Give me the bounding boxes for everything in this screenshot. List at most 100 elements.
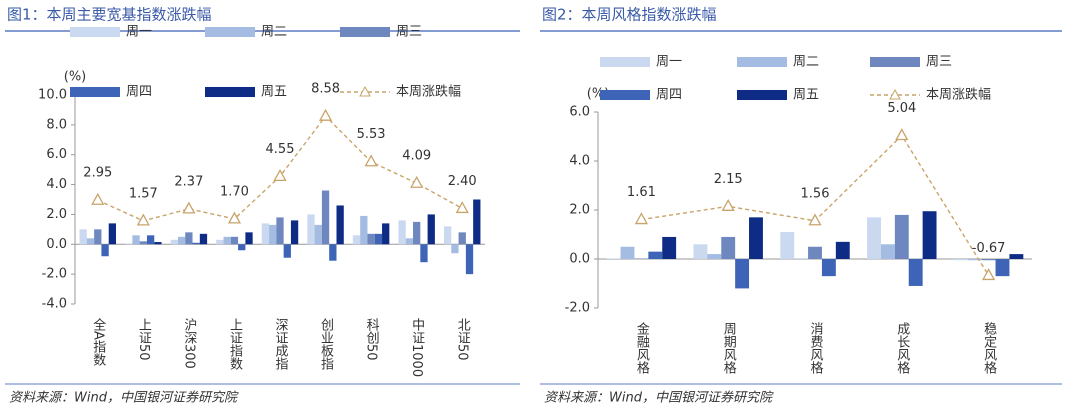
bar [367, 233, 375, 245]
x-tick-label: 沪深300 [181, 317, 197, 368]
bar [967, 259, 982, 261]
chart-title: 图2：本周风格指数涨跌幅 [542, 6, 717, 24]
bar [146, 235, 155, 245]
bar [821, 259, 836, 277]
legend-swatch [889, 88, 901, 100]
legend-swatch [205, 87, 255, 97]
y-tick-label: 2.0 [46, 207, 67, 222]
source: 资料来源：Wind，中国银河证券研究院 [544, 390, 774, 406]
line-marker [634, 212, 648, 225]
legend-label: 周一 [126, 25, 152, 40]
bar [329, 244, 337, 261]
bar [953, 259, 968, 261]
bar [981, 259, 996, 261]
bar [360, 215, 368, 245]
y-tick-label: 4.0 [46, 177, 67, 192]
data-label: 2.37 [174, 174, 203, 189]
legend-label: 周三 [926, 55, 952, 70]
bar [352, 235, 361, 245]
bar [276, 217, 284, 245]
bar [86, 238, 95, 245]
bar [108, 223, 116, 245]
x-tick-label: 成长风格 [894, 322, 910, 374]
bar [223, 236, 231, 245]
y-tick-label: 0.0 [46, 237, 67, 252]
bar [398, 220, 406, 245]
bar [177, 236, 186, 245]
bar [170, 239, 178, 245]
bar [413, 221, 421, 245]
bar [261, 223, 270, 245]
bar [465, 244, 474, 275]
legend-label: 周二 [261, 25, 287, 40]
bar [125, 243, 133, 245]
data-label: 1.70 [220, 184, 249, 199]
bar [922, 211, 937, 259]
line-marker [895, 128, 909, 141]
bar [139, 241, 147, 245]
line-marker [182, 201, 196, 214]
bar [444, 226, 452, 245]
legend-label: 周四 [656, 88, 682, 103]
bar [420, 244, 428, 263]
bar [620, 246, 635, 259]
bar [269, 224, 277, 245]
legend-swatch [70, 27, 120, 37]
legend-swatch [205, 27, 255, 37]
bar [662, 236, 677, 259]
data-label: 8.58 [311, 82, 340, 97]
bar [79, 229, 87, 245]
bar [405, 238, 414, 245]
bar [908, 259, 923, 286]
chart-title: 图1：本周主要宽基指数涨跌幅 [7, 6, 212, 24]
legend-swatch [359, 85, 371, 97]
line-marker [721, 198, 735, 211]
bar [451, 244, 459, 254]
x-tick-label: 上证指数 [227, 318, 243, 370]
source: 资料来源：Wind，中国银河证券研究院 [9, 390, 239, 406]
legend-swatch [870, 57, 920, 67]
data-label: 2.95 [83, 166, 112, 181]
y-tick-label: -2.0 [42, 267, 67, 282]
y-tick-label: 4.0 [569, 154, 590, 169]
y-tick-label: 0.0 [569, 252, 590, 267]
legend-label: 周五 [261, 85, 287, 100]
bar [473, 199, 481, 245]
bar [321, 190, 330, 245]
bar [307, 214, 315, 245]
data-label: 2.15 [714, 172, 743, 187]
bar [374, 233, 383, 245]
bar [154, 242, 162, 245]
bar [735, 259, 750, 289]
legend-label: 本周涨跌幅 [926, 87, 991, 103]
bar [707, 254, 722, 259]
bar [245, 232, 253, 245]
line-marker [455, 201, 469, 214]
data-label: 5.04 [887, 101, 916, 116]
bar [808, 246, 822, 259]
data-label: -0.67 [972, 241, 1006, 256]
line-marker [136, 213, 150, 226]
x-tick-label: 创业板指 [318, 318, 334, 370]
x-tick-label: 中证1000 [409, 318, 425, 377]
legend-label: 周五 [793, 88, 819, 103]
x-tick-label: 科创50 [364, 318, 380, 361]
line-marker [808, 213, 822, 226]
bar [216, 239, 224, 245]
y-tick-label: 6.0 [46, 147, 67, 162]
bar [880, 244, 895, 259]
x-tick-label: 北证50 [455, 318, 471, 361]
line-marker [982, 268, 996, 281]
bar [427, 214, 435, 245]
y-tick-label: -4.0 [42, 297, 67, 312]
bar [192, 242, 200, 245]
x-tick-label: 周期风格 [721, 322, 737, 374]
bar [238, 244, 246, 251]
bar [336, 205, 344, 245]
bar [780, 232, 795, 259]
line-marker [410, 175, 424, 188]
x-tick-label: 上证50 [136, 318, 152, 361]
line-marker [318, 108, 333, 121]
legend-label: 周三 [396, 25, 422, 40]
